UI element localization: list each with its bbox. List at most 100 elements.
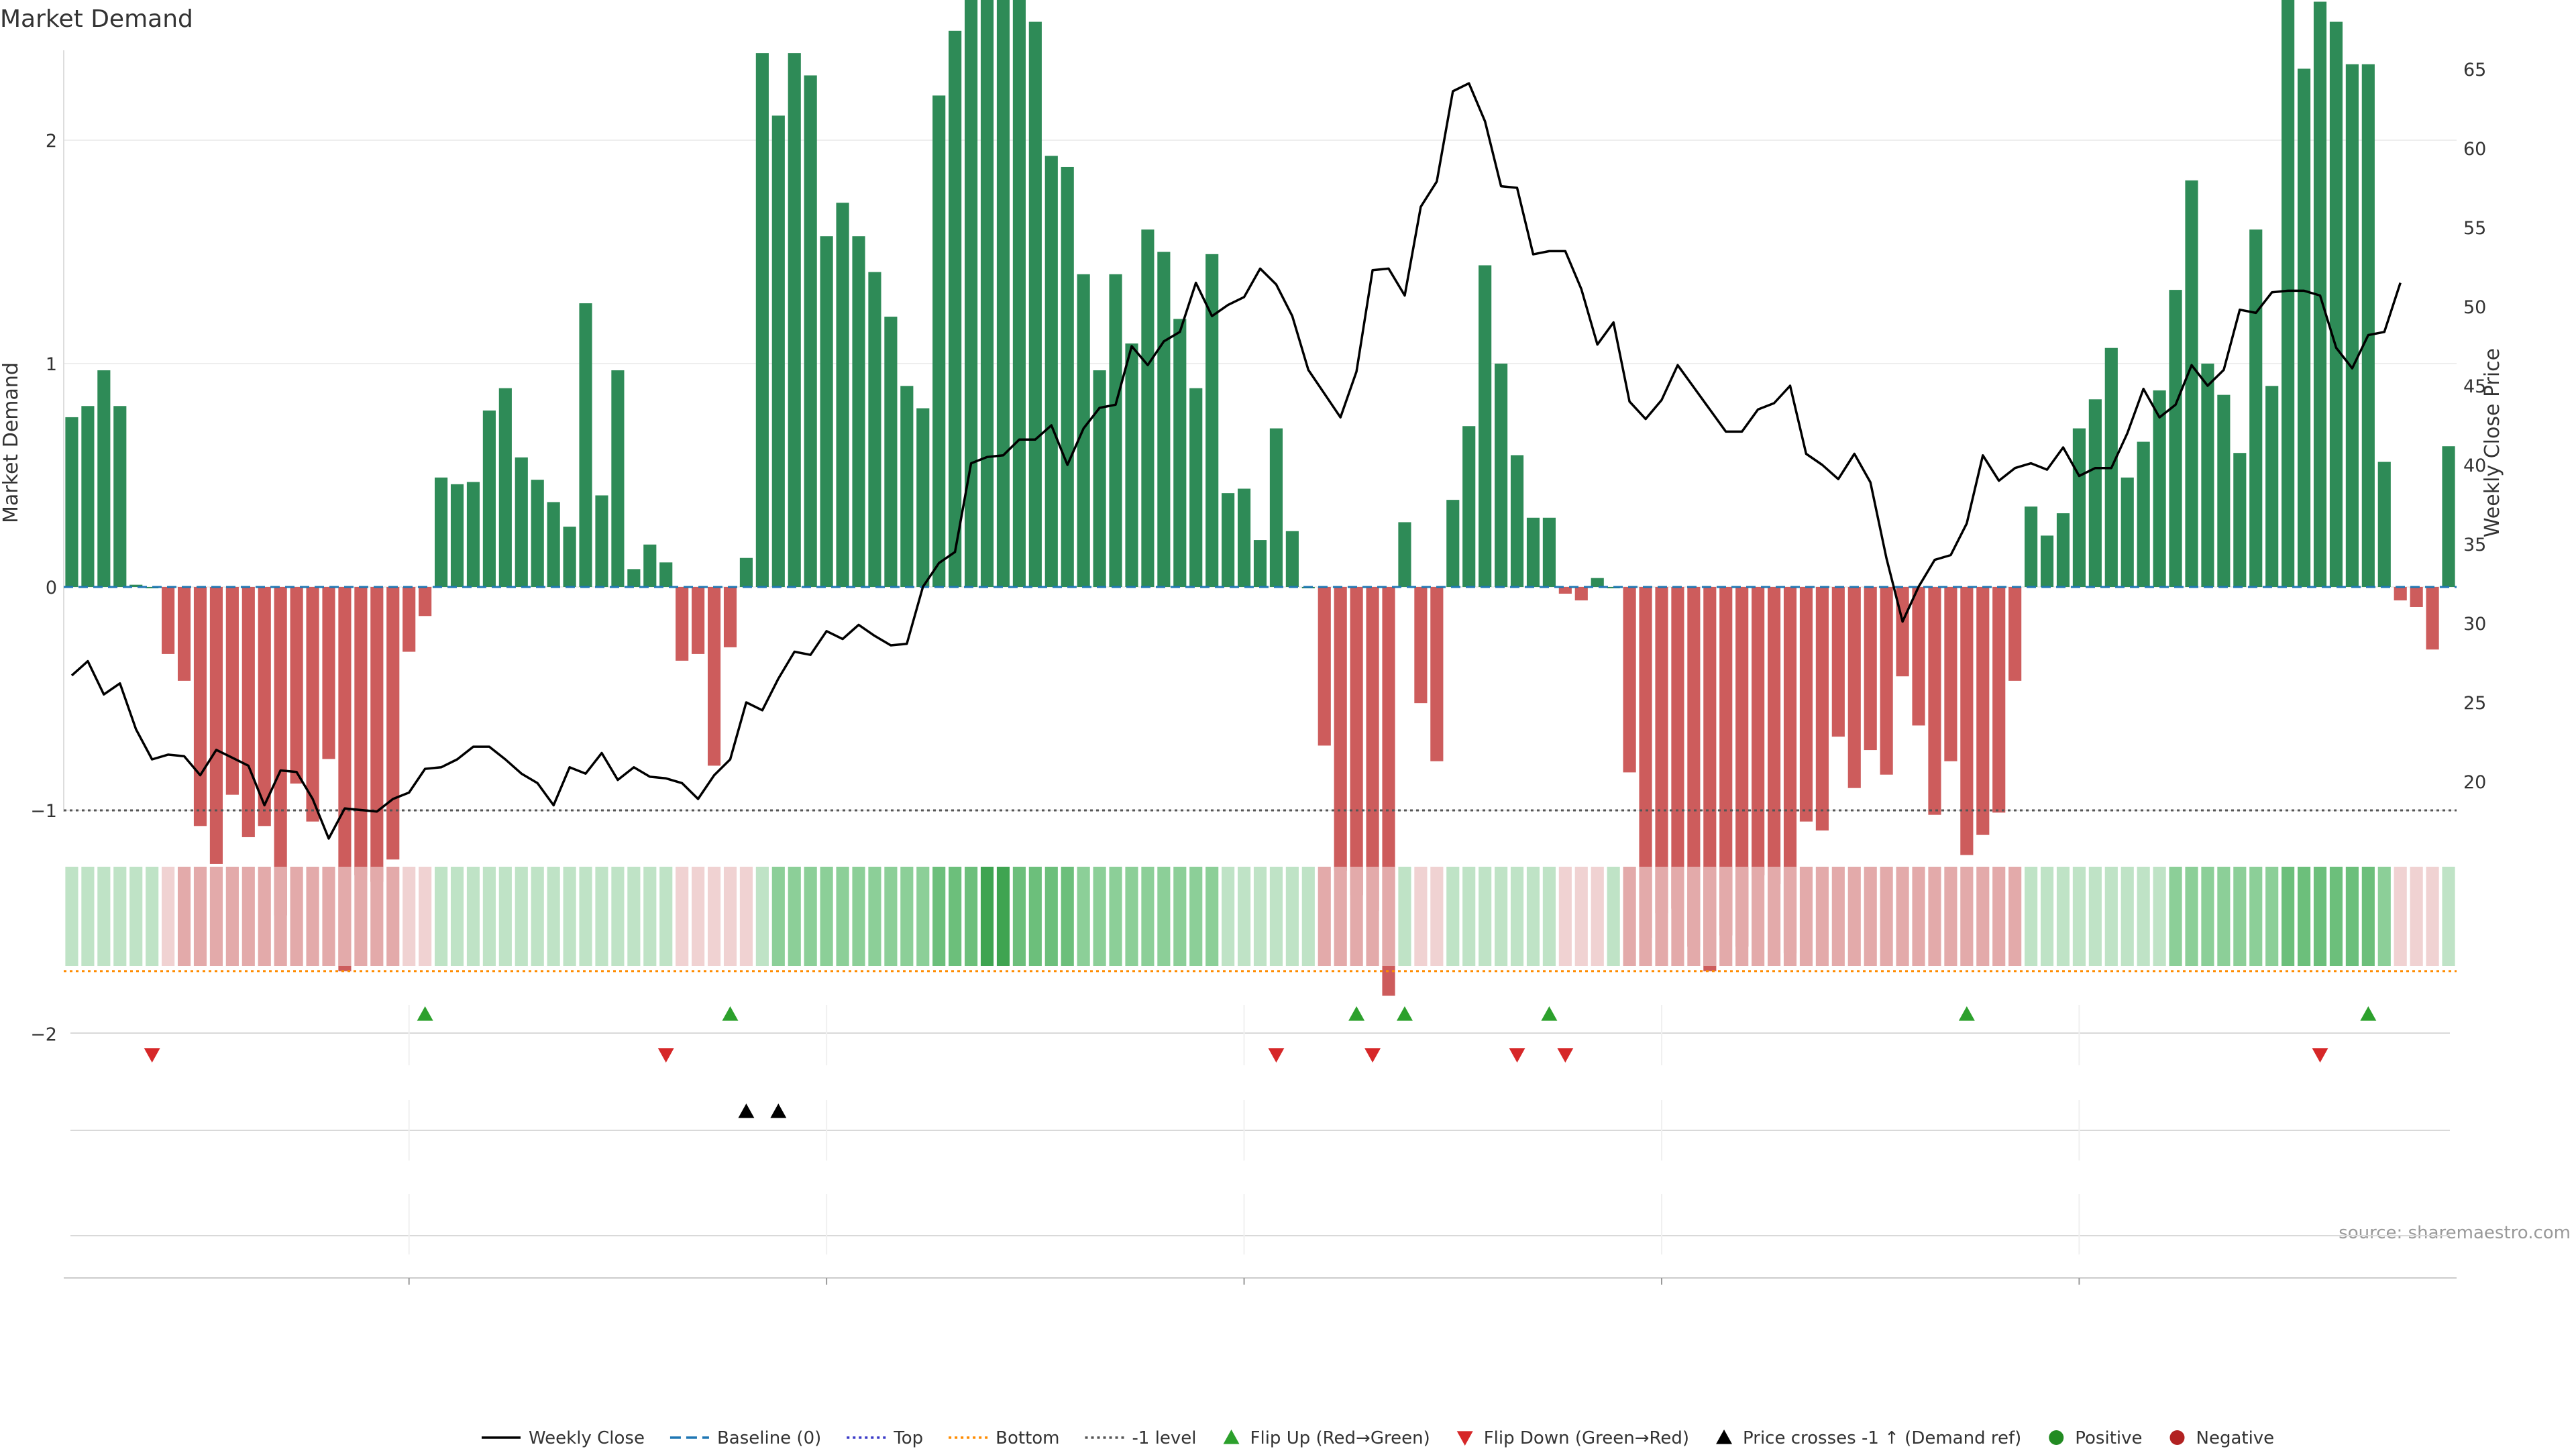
band-cell [1526, 867, 1540, 966]
legend-label: Positive [2075, 1428, 2142, 1448]
band-cell [563, 867, 576, 966]
band-cell [370, 867, 384, 966]
demand-bar [370, 587, 384, 882]
band-cell [515, 867, 528, 966]
demand-bar [884, 317, 898, 587]
band-cell [771, 867, 785, 966]
demand-bar [209, 587, 223, 864]
demand-bar [579, 303, 592, 587]
band-cell [1912, 867, 1925, 966]
demand-bar [707, 587, 721, 766]
band-cell [146, 867, 159, 966]
demand-bar [2008, 587, 2022, 681]
band-cell [723, 867, 737, 966]
band-cell [1189, 867, 1203, 966]
legend-swatch [2169, 1430, 2185, 1445]
demand-bar [2072, 428, 2086, 587]
band-cell [419, 867, 432, 966]
band-cell [306, 867, 319, 966]
flip-down-marker [2312, 1048, 2328, 1063]
demand-bar [2121, 477, 2134, 587]
band-cell [2137, 867, 2150, 966]
demand-bar [2025, 506, 2038, 587]
band-cell [2233, 867, 2247, 966]
demand-bar [1783, 587, 1797, 954]
legend-label: Bottom [996, 1428, 1059, 1448]
demand-bar [2185, 180, 2198, 587]
demand-bar [627, 569, 641, 587]
band-cell [1398, 867, 1411, 966]
flip-down-marker [1509, 1048, 1525, 1063]
demand-bar [2201, 364, 2214, 587]
y2-tick-label: 20 [2463, 772, 2486, 793]
weekly-close-line [70, 82, 2402, 840]
band-cell [949, 867, 962, 966]
demand-bar [450, 484, 464, 587]
demand-bar [755, 53, 769, 587]
band-cell [1173, 867, 1187, 966]
band-cell [965, 867, 978, 966]
demand-bar [498, 388, 512, 587]
source-credit: source: sharemaestro.com [2339, 1223, 2571, 1243]
demand-bar [1044, 156, 1058, 587]
band-cell [2121, 867, 2134, 966]
band-cell [2377, 867, 2391, 966]
band-cell [1831, 867, 1845, 966]
band-cell [755, 867, 769, 966]
band-cell [788, 867, 801, 966]
demand-bar [1269, 428, 1283, 587]
band-cell [1237, 867, 1251, 966]
band-cell [531, 867, 544, 966]
demand-bar [1847, 587, 1861, 788]
demand-bar [290, 587, 303, 784]
band-cell [1687, 867, 1701, 966]
legend-swatch [2049, 1430, 2064, 1445]
demand-bar [146, 587, 159, 588]
band-cell [2313, 867, 2327, 966]
price-cross-marker [770, 1104, 787, 1118]
demand-bar [2233, 453, 2247, 587]
demand-bar [1735, 587, 1749, 947]
demand-bar [435, 477, 448, 587]
band-cell [739, 867, 753, 966]
band-cell [1301, 867, 1315, 966]
demand-bar [2377, 462, 2391, 587]
demand-bar [1462, 426, 1476, 587]
band-cell [450, 867, 464, 966]
demand-bar [1623, 587, 1636, 773]
band-cell [1574, 867, 1588, 966]
band-cell [2282, 867, 2295, 966]
legend-item: Negative [2169, 1428, 2274, 1448]
y2-tick-label: 25 [2463, 693, 2486, 714]
demand-bar [1671, 587, 1684, 909]
legend-label: Baseline (0) [717, 1428, 821, 1448]
legend-label: Price crosses -1 ↑ (Demand ref) [1743, 1428, 2021, 1448]
band-cell [1382, 867, 1395, 966]
band-cell [884, 867, 898, 966]
y-tick-label: 0 [46, 578, 57, 598]
demand-bar [771, 115, 785, 587]
band-cell [2104, 867, 2118, 966]
demand-bar [2056, 513, 2070, 587]
demand-bar [1831, 587, 1845, 737]
band-cell [482, 867, 496, 966]
band-cell [1028, 867, 1042, 966]
band-cell [2442, 867, 2455, 966]
band-cell [2025, 867, 2038, 966]
demand-bar [868, 272, 881, 587]
band-cell [1880, 867, 1893, 966]
y2-tick-label: 30 [2463, 614, 2486, 635]
y2-axis-label: Weekly Close Price [2481, 348, 2504, 537]
flip-up-marker [1541, 1006, 1558, 1021]
demand-bar [2361, 64, 2375, 587]
band-cell [932, 867, 946, 966]
band-cell [2040, 867, 2054, 966]
band-cell [1896, 867, 1909, 966]
flip-up-marker [1396, 1006, 1413, 1021]
band-cell [1783, 867, 1797, 966]
band-cell [1847, 867, 1861, 966]
band-cell [209, 867, 223, 966]
demand-bar [1687, 587, 1701, 947]
demand-bar [2249, 229, 2263, 587]
